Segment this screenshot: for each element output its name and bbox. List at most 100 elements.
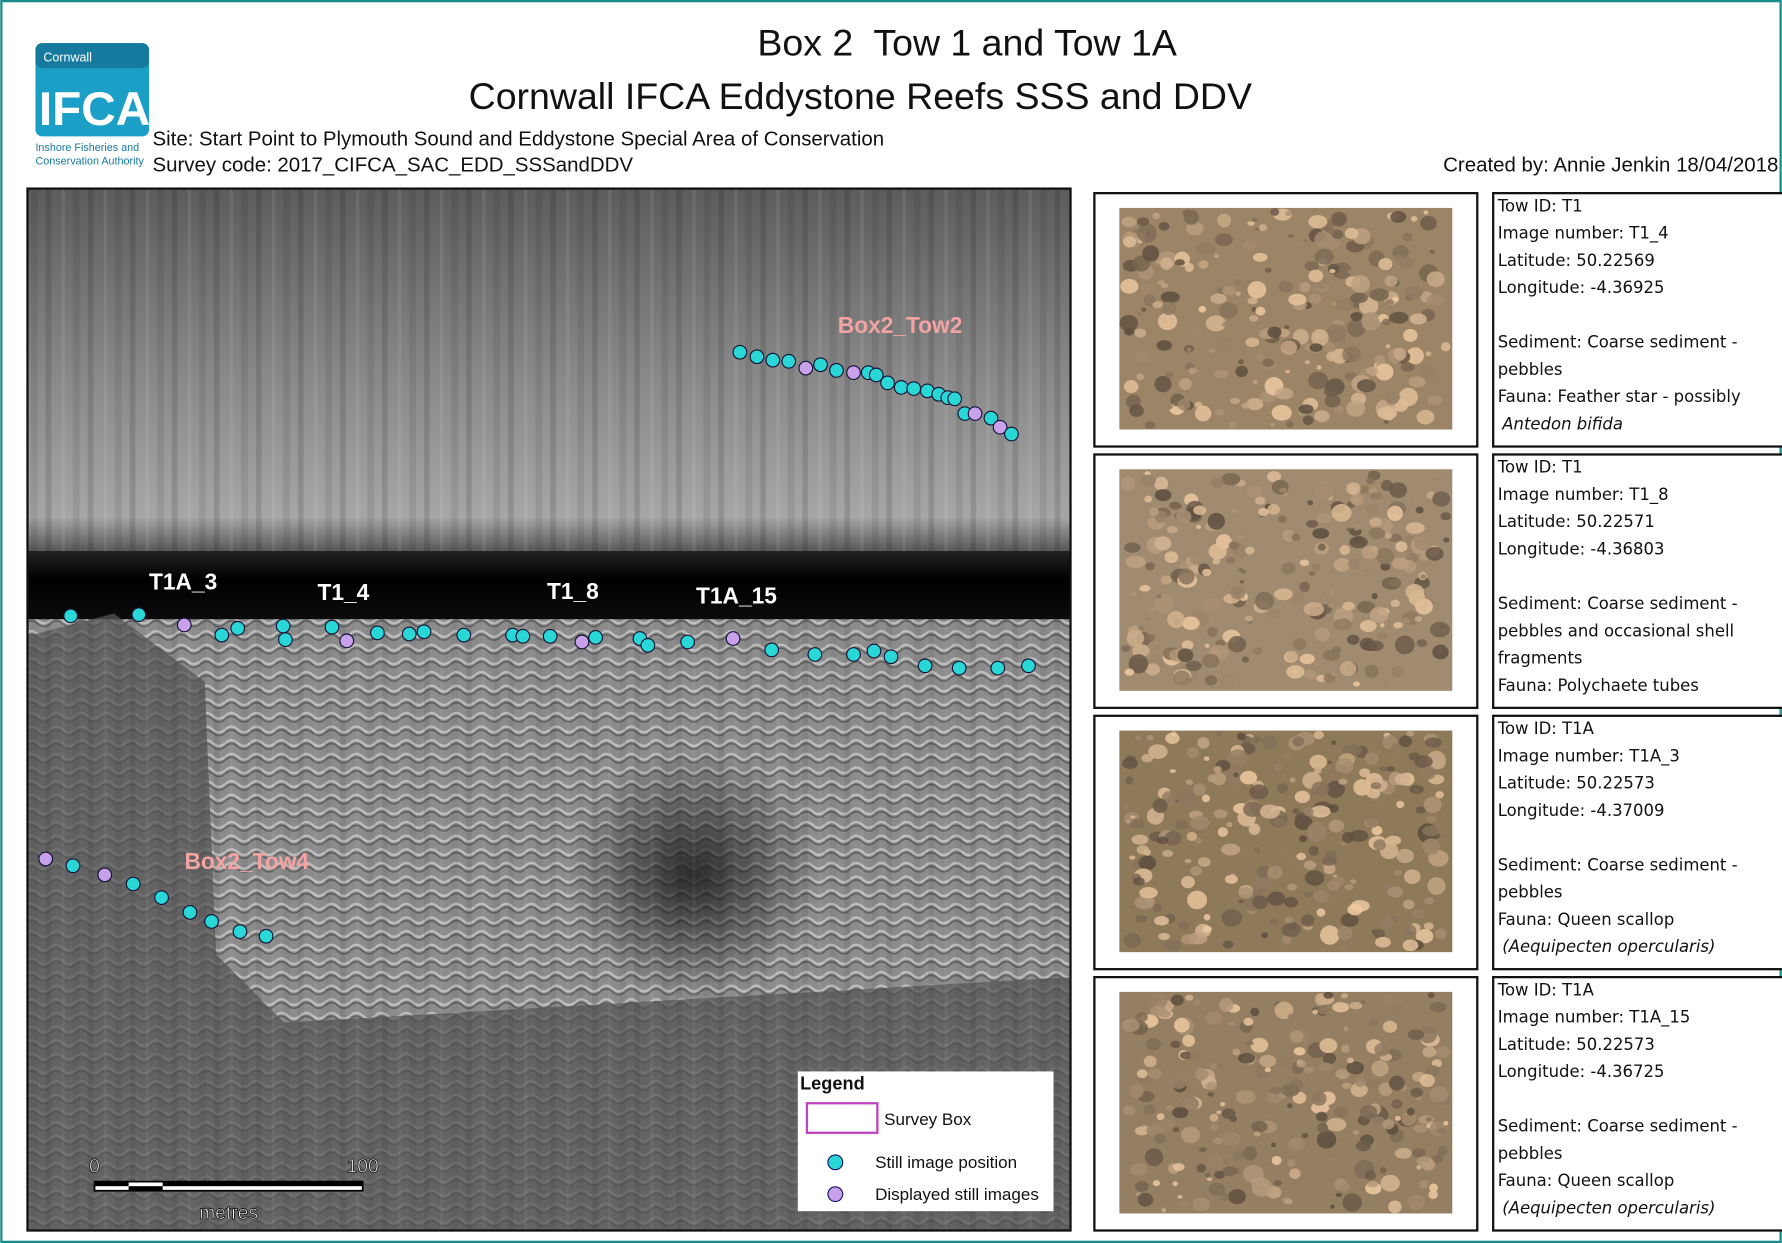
displayed-still-dot <box>846 365 861 381</box>
pebble <box>1172 1181 1178 1187</box>
pebble <box>1376 632 1388 640</box>
pebble <box>1121 1018 1140 1033</box>
still-image-dot <box>813 357 828 373</box>
pebble <box>1227 636 1247 653</box>
pebble <box>1193 783 1206 796</box>
pebble <box>1173 1163 1185 1172</box>
pebble <box>1286 650 1298 662</box>
pebble <box>1145 633 1155 642</box>
pebble <box>1270 208 1280 216</box>
pebble <box>1150 992 1168 1009</box>
pebble <box>1170 1040 1181 1049</box>
pebble <box>1382 1020 1398 1033</box>
pebble <box>1306 821 1328 842</box>
panel-line: Longitude: -4.36803 <box>1498 539 1665 558</box>
pebble <box>1423 210 1429 215</box>
pebble <box>1371 825 1383 836</box>
pebble <box>1177 648 1194 663</box>
pebble <box>1238 1053 1256 1064</box>
pebble <box>1369 606 1389 623</box>
displayed-still-dot <box>176 617 192 633</box>
pebble <box>1146 606 1156 613</box>
pebble <box>1134 1180 1149 1192</box>
pebble <box>1135 1011 1148 1023</box>
pebble <box>1326 766 1332 770</box>
still-image-dot <box>131 607 147 623</box>
pebble <box>1233 772 1239 778</box>
pebble <box>1371 593 1378 600</box>
pebble <box>1277 783 1289 794</box>
pebble <box>1145 617 1152 621</box>
pebble <box>1289 591 1305 605</box>
pebble <box>1247 297 1258 305</box>
pebble <box>1429 249 1435 254</box>
pebble <box>1419 363 1438 382</box>
pebble <box>1346 527 1352 532</box>
logo-main: IFCA <box>39 83 150 136</box>
pebble <box>1142 245 1160 262</box>
pebble <box>1237 886 1254 899</box>
scale-seg <box>94 1181 129 1187</box>
pebble <box>1387 886 1403 898</box>
pebble <box>1331 211 1347 227</box>
pebble <box>1398 735 1412 748</box>
panel-line: Tow ID: T1A <box>1497 719 1595 738</box>
pebble <box>1145 663 1161 676</box>
pebble <box>1222 321 1230 328</box>
pebble <box>1299 653 1315 665</box>
pebble <box>1189 1051 1199 1060</box>
panel-species: (Aequipecten opercularis) <box>1502 937 1715 956</box>
pebble <box>1253 647 1263 655</box>
pebble <box>1185 994 1194 1001</box>
pebble <box>1379 766 1387 772</box>
pebble <box>1253 1131 1261 1137</box>
pebble <box>1348 558 1361 570</box>
pebble <box>1181 640 1194 650</box>
pebble <box>1415 598 1433 615</box>
pebble <box>1170 994 1184 1006</box>
pebble <box>1387 505 1403 522</box>
pebble <box>1338 778 1348 785</box>
pebble <box>1222 1166 1238 1176</box>
still-image-dot <box>829 363 844 378</box>
pebble <box>1198 1147 1207 1153</box>
pebble <box>1196 524 1202 530</box>
pebble <box>1380 1174 1400 1192</box>
pebble <box>1380 562 1391 571</box>
pebble <box>1261 932 1268 939</box>
pebble <box>1161 1207 1167 1213</box>
pebble <box>1314 480 1334 501</box>
pebble <box>1402 899 1415 910</box>
still-image-dot <box>749 349 765 365</box>
pebble <box>1420 574 1427 580</box>
pebble <box>1327 760 1332 764</box>
still-image-dot <box>893 380 909 395</box>
pebble <box>1359 1105 1378 1120</box>
pebble <box>1443 537 1450 543</box>
pebble <box>1134 895 1155 910</box>
scale-seg <box>162 1181 363 1187</box>
pebble <box>1165 371 1174 378</box>
pebble <box>1425 1116 1432 1122</box>
pebble <box>1240 1153 1246 1159</box>
still-image-dot <box>588 630 603 645</box>
pebble <box>1156 340 1173 351</box>
legend-item: Survey Box <box>884 1110 972 1129</box>
pebble <box>1264 419 1271 424</box>
pebble <box>1284 325 1290 330</box>
pebble <box>1266 608 1280 620</box>
pebble <box>1429 1183 1438 1193</box>
still-image-dot <box>866 643 882 659</box>
pebble <box>1132 877 1145 886</box>
pebble <box>1377 916 1395 929</box>
pebble <box>1182 1034 1196 1047</box>
pebble <box>1125 555 1146 569</box>
pebble <box>1139 585 1151 592</box>
pebble <box>1149 507 1160 517</box>
pebble <box>1320 925 1340 945</box>
pebble <box>1296 852 1307 861</box>
pebble <box>1426 815 1437 823</box>
pebble <box>1306 520 1319 528</box>
still-image-dot <box>880 375 895 391</box>
pebble <box>1262 358 1275 367</box>
